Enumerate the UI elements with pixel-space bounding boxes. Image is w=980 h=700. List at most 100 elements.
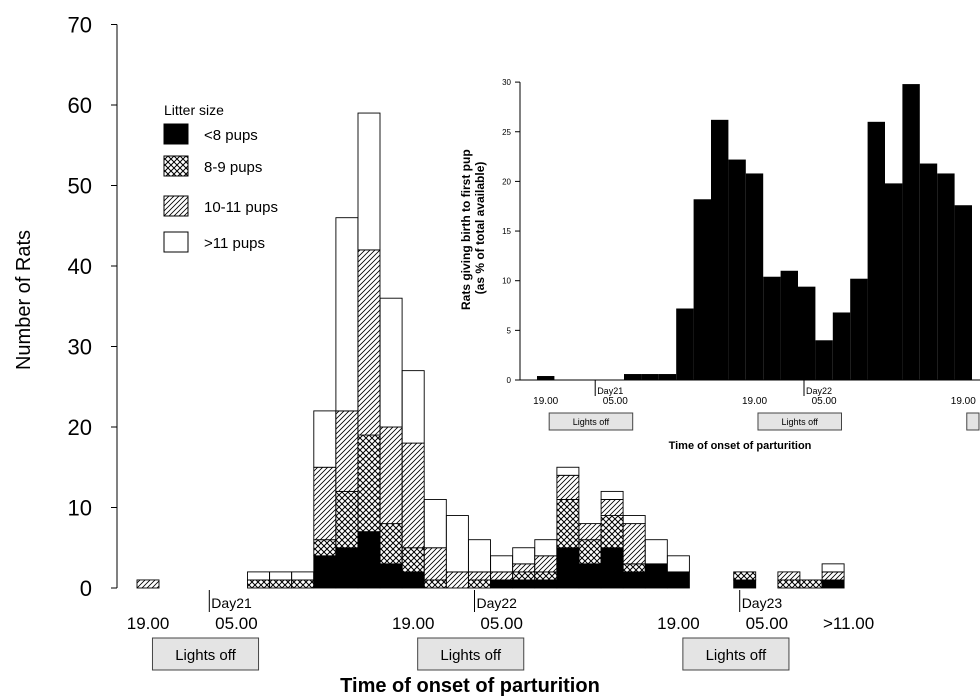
main-time-label: 19.00 <box>392 614 435 633</box>
inset-y-axis-label-line-2: (as % of total available) <box>473 162 487 295</box>
inset-y-tick-label: 10 <box>502 277 511 286</box>
main-bar-segment <box>622 563 646 573</box>
main-y-tick-label: 70 <box>68 13 92 38</box>
main-bar-segment <box>313 539 337 557</box>
main-bar-segment <box>468 539 491 573</box>
main-bar-segment <box>578 563 602 589</box>
legend-swatch-over-11 <box>163 231 189 253</box>
inset-bar <box>885 183 903 380</box>
inset-y-tick-label: 15 <box>502 227 511 236</box>
main-bar-segment <box>445 571 469 589</box>
main-bar-segment <box>600 499 624 517</box>
inset-bar <box>867 121 885 380</box>
main-bar-segment <box>644 563 668 589</box>
main-time-label: 19.00 <box>657 614 700 633</box>
inset-time-label: 05.00 <box>812 396 837 407</box>
main-bar-segment <box>777 571 801 581</box>
main-bar-segment <box>269 579 293 589</box>
main-bar-segment <box>468 579 491 589</box>
inset-bar <box>832 312 851 380</box>
main-bar-segment <box>357 112 381 251</box>
legend-label-10-11: 10-11 pups <box>204 199 278 216</box>
main-y-tick-label: 30 <box>68 335 92 360</box>
main-bar-segment <box>136 579 160 589</box>
inset-lights-off-label: Lights off <box>782 417 819 427</box>
main-bar-segment <box>578 523 602 541</box>
inset-lights-off-box <box>548 412 634 431</box>
main-bar-segment <box>799 579 823 589</box>
inset-bar <box>641 374 659 380</box>
main-bar-segment <box>666 571 690 589</box>
inset-bar <box>728 159 746 380</box>
inset-time-label: 19.00 <box>951 396 976 407</box>
inset-bar <box>919 163 938 380</box>
main-bar-segment <box>578 539 602 565</box>
main-bar-segment <box>468 571 491 581</box>
main-bar-segment <box>313 466 337 541</box>
inset-bar <box>850 278 868 380</box>
main-bar-segment <box>821 579 845 589</box>
main-time-label: 19.00 <box>127 614 170 633</box>
main-bar-segment <box>512 571 536 581</box>
main-bars <box>136 112 845 589</box>
main-bar-segment <box>534 555 558 573</box>
main-bar-segment <box>313 410 337 468</box>
main-time-label: 05.00 <box>215 614 258 633</box>
inset-y-tick-label: 25 <box>502 128 511 137</box>
inset-lights-off-box <box>757 412 842 431</box>
inset-bar <box>658 374 677 380</box>
main-day-label: Day23 <box>742 595 783 611</box>
inset-bar <box>537 376 555 380</box>
main-time-label: 05.00 <box>480 614 523 633</box>
inset-lights-off-box <box>966 412 980 431</box>
main-bar-segment <box>335 217 359 412</box>
inset-time-label: 19.00 <box>742 396 767 407</box>
main-bar-segment <box>401 370 425 444</box>
main-bar-segment <box>622 571 646 589</box>
main-lights-off-box <box>417 637 525 671</box>
main-bar-segment <box>534 579 558 589</box>
main-time-labels: 19.00 05.00 19.00 05.00 19.00 05.00 >11.00 Day2… <box>127 590 874 671</box>
inset-bar <box>711 119 729 381</box>
main-y-axis-label: Number of Rats <box>13 230 35 370</box>
inset-y-tick-label: 20 <box>502 177 511 186</box>
main-bar-segment <box>556 474 580 500</box>
inset-bar <box>676 308 694 380</box>
legend-label-under-8: <8 pups <box>204 127 258 144</box>
main-bar-segment <box>512 563 536 573</box>
main-lights-off-label: Lights off <box>706 647 767 664</box>
main-bar-segment <box>556 547 580 589</box>
inset-y-tick-label: 30 <box>502 78 511 87</box>
inset-x-axis-label: Time of onset of parturition <box>669 440 812 452</box>
legend-swatch-10-11 <box>163 195 189 217</box>
main-x-axis-label: Time of onset of parturition <box>340 675 600 697</box>
main-bar-segment <box>247 579 270 589</box>
inset-bar <box>798 286 816 380</box>
main-bar-segment <box>644 539 668 565</box>
main-y-tick-label: 20 <box>68 415 92 440</box>
main-bar-segment <box>291 571 315 581</box>
legend-swatch-under-8 <box>163 123 189 145</box>
main-bar-segment <box>379 426 403 525</box>
inset-y-tick-label: 5 <box>507 326 512 335</box>
main-bar-segment <box>379 563 403 589</box>
main-bar-segment <box>401 547 425 573</box>
inset-bar <box>693 199 711 380</box>
main-bar-segment <box>512 579 536 589</box>
inset-bar <box>954 205 972 380</box>
main-bar-segment <box>556 499 580 549</box>
main-bar-segment <box>512 547 536 565</box>
main-bar-segment <box>291 579 315 589</box>
main-bar-segment <box>379 297 403 428</box>
inset-bar <box>937 173 955 380</box>
main-day-label: Day22 <box>477 595 518 611</box>
inset-bar <box>763 276 781 380</box>
main-lights-off-label: Lights off <box>440 647 501 664</box>
main-lights-off-label: Lights off <box>175 647 236 664</box>
main-bar-segment <box>357 249 381 436</box>
main-y-tick-label: 60 <box>68 93 92 118</box>
main-bar-segment <box>534 539 558 557</box>
main-bar-segment <box>379 523 403 565</box>
